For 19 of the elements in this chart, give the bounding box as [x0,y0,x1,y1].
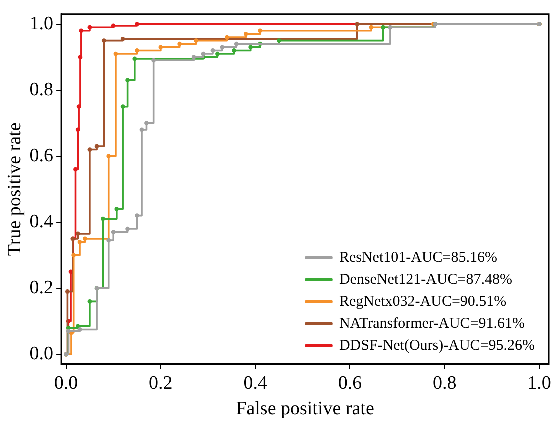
x-tick-label: 0.8 [433,372,457,394]
x-tick-label: 0.4 [244,372,268,394]
y-axis-title: True positive rate [4,122,26,256]
y-tick-label: 0.4 [30,211,54,232]
x-tick-label: 0.2 [149,372,173,394]
x-tick-label: 0.6 [338,372,362,394]
y-tick-label: 1.0 [30,13,54,34]
legend-label: DenseNet121-AUC=87.48% [339,272,512,288]
x-tick-label: 0.0 [54,372,78,394]
y-tick-label: 0.8 [30,79,54,100]
y-tick-label: 0.2 [30,277,54,298]
x-tick-label: 1.0 [528,372,552,394]
y-tick-label: 0.0 [30,343,54,364]
legend-label: RegNetx032-AUC=90.51% [339,294,507,310]
legend-label: ResNet101-AUC=85.16% [339,250,498,266]
legend-label: NATransformer-AUC=91.61% [339,316,525,332]
y-tick-label: 0.6 [30,145,54,166]
x-axis-title: False positive rate [236,398,374,420]
legend-label: DDSF-Net(Ours)-AUC=95.26% [339,338,536,354]
